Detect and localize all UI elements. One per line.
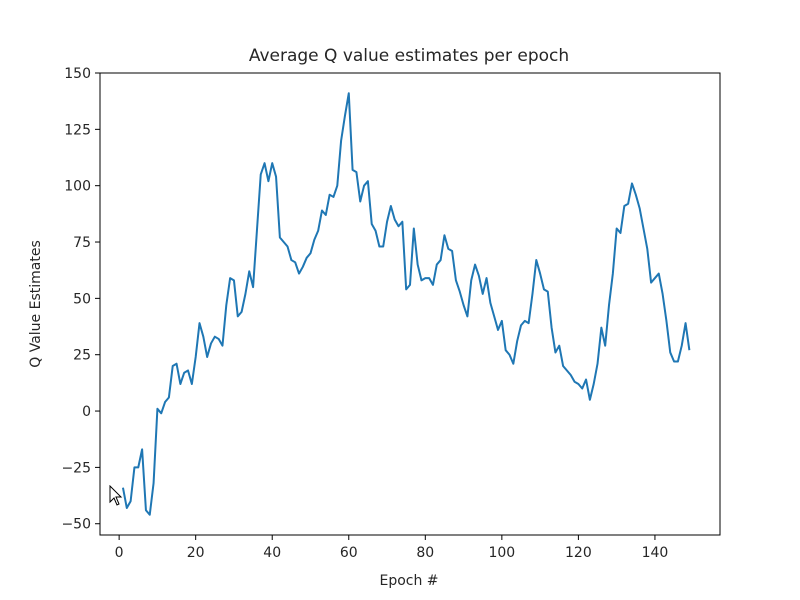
x-tick-label: 120 <box>565 545 592 561</box>
y-tick-label: 0 <box>82 404 91 420</box>
y-tick-label: 150 <box>64 66 91 82</box>
mouse-cursor-icon <box>109 485 123 506</box>
plot-area: 0 20 40 60 80 100 120 140 −50 −25 0 25 50 75 100 125 15… <box>61 66 721 561</box>
y-axis-label: Q Value Estimates <box>28 240 44 368</box>
y-tick-label: 25 <box>73 348 91 364</box>
x-tick-label: 60 <box>340 545 358 561</box>
y-tick-label: 50 <box>73 291 91 307</box>
x-tick-label: 0 <box>115 545 124 561</box>
series-line <box>121 92 691 516</box>
y-tick-label: 100 <box>64 179 91 195</box>
y-tick-label: 75 <box>73 235 91 251</box>
x-tick-label: 140 <box>642 545 669 561</box>
y-tick-label: −50 <box>61 517 91 533</box>
x-tick-label: 100 <box>488 545 515 561</box>
y-tick-label: 125 <box>64 122 91 138</box>
chart-title: Average Q value estimates per epoch <box>249 46 569 66</box>
y-axis: −50 −25 0 25 50 75 100 125 150 <box>61 66 100 533</box>
axes-frame <box>99 72 721 536</box>
x-tick-label: 20 <box>187 545 205 561</box>
series-layer <box>121 92 691 516</box>
x-axis: 0 20 40 60 80 100 120 140 <box>115 535 669 561</box>
y-tick-label: −25 <box>61 460 91 476</box>
x-tick-label: 80 <box>416 545 434 561</box>
x-axis-label: Epoch # <box>379 573 438 589</box>
x-tick-label: 40 <box>263 545 281 561</box>
